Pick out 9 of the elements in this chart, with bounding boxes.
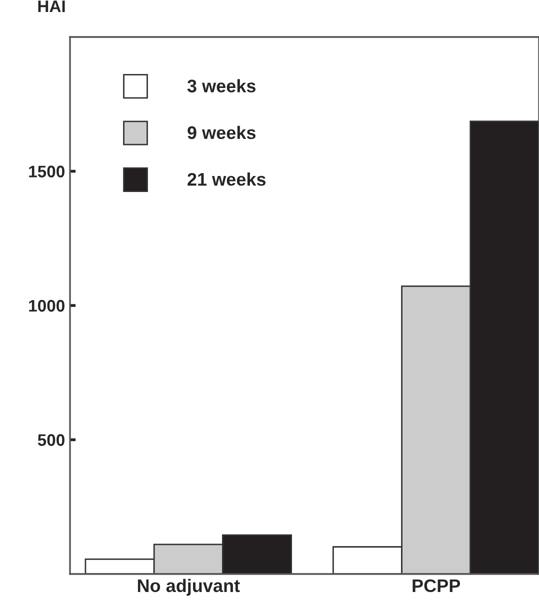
- legend-label: 21 weeks: [188, 172, 266, 186]
- y-tick-label: 1000: [29, 300, 64, 312]
- y-tick-label: 1500: [29, 166, 64, 178]
- x-tick-label: PCPP: [412, 579, 460, 592]
- legend-label: 9 weeks: [188, 126, 256, 140]
- y-tick-label: 500: [38, 434, 64, 446]
- x-tick-label: No adjuvant: [138, 578, 240, 596]
- y-axis-title: HAI: [38, 0, 65, 12]
- legend-label: 3 weeks: [187, 79, 256, 92]
